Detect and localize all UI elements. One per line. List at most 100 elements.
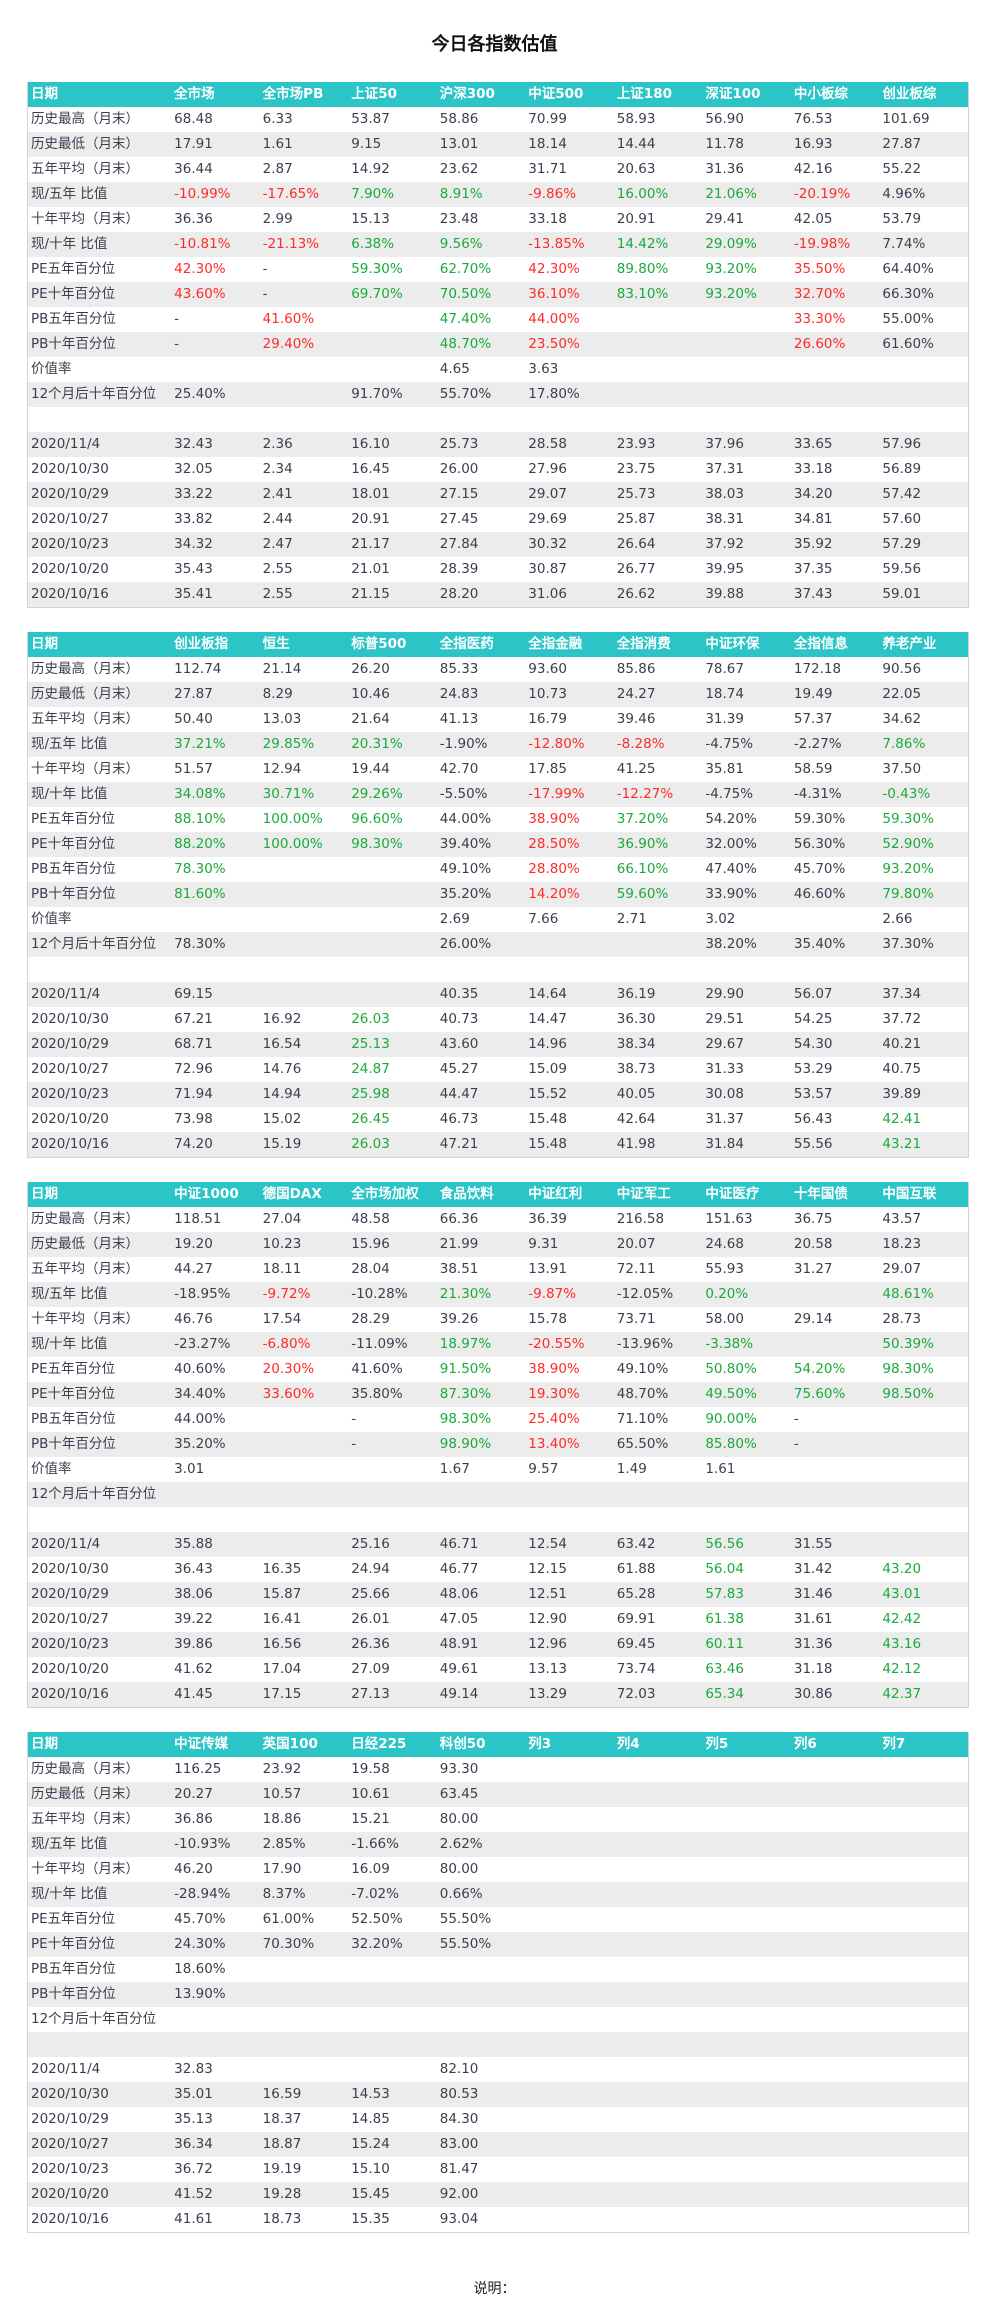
table-cell: 33.90%: [702, 882, 791, 907]
table-row: 十年平均（月末） 46.76 17.54 28.29 39.26 15.78 73.71 58…: [28, 1307, 968, 1332]
table-cell: 20.91: [613, 207, 703, 232]
table-cell: 55.50%: [436, 1907, 526, 1932]
table-cell: 112.74: [171, 657, 260, 682]
table-cell: 35.81: [702, 757, 791, 782]
table-cell: 98.90%: [436, 1432, 526, 1457]
table-cell: 41.98: [613, 1132, 703, 1157]
table-cell: 42.12: [879, 1657, 968, 1682]
table-cell: 48.70%: [436, 332, 526, 357]
table-cell: 71.94: [171, 1082, 260, 1107]
table-cell: 31.42: [790, 1557, 880, 1582]
table-cell: 29.67: [702, 1032, 791, 1057]
table-cell: [702, 1932, 791, 1957]
row-label: 2020/10/27: [28, 507, 172, 532]
column-header: 列5: [702, 1732, 791, 1757]
row-label: 2020/10/16: [28, 1132, 172, 1157]
table-cell: 88.20%: [171, 832, 260, 857]
table-cell: [171, 1482, 260, 1507]
table-cell: [613, 2157, 703, 2182]
row-label: PB五年百分位: [28, 1957, 172, 1982]
row-label: 2020/10/23: [28, 1632, 172, 1657]
table-row: 2020/10/29 33.22 2.41 18.01 27.15 29.07 25.73 3…: [28, 482, 968, 507]
table-cell: [790, 1332, 880, 1357]
table-cell: 16.00%: [613, 182, 703, 207]
table-cell: [702, 332, 791, 357]
table-row: PB五年百分位 -41.60% 47.40% 44.00% 33.30% 55.00%: [28, 307, 968, 332]
table-cell: 85.33: [436, 657, 526, 682]
table-cell: 10.73: [525, 682, 614, 707]
table-cell: [525, 1757, 614, 1782]
table-cell: [348, 307, 437, 332]
table-cell: 25.73: [436, 432, 526, 457]
table-cell: [613, 1507, 703, 1532]
table-cell: [348, 1507, 437, 1532]
table-row: 2020/10/20 35.43 2.55 21.01 28.39 30.87 26.77 3…: [28, 557, 968, 582]
table-cell: 59.01: [879, 582, 968, 607]
table-cell: 54.20%: [702, 807, 791, 832]
table-cell: 18.86: [259, 1807, 349, 1832]
table-cell: 23.93: [613, 432, 703, 457]
row-label: PE十年百分位: [28, 1932, 172, 1957]
table-cell: 1.61: [259, 132, 349, 157]
row-label: 12个月后十年百分位: [28, 382, 172, 407]
table-cell: 47.40%: [702, 857, 791, 882]
table-cell: 18.11: [259, 1257, 349, 1282]
table-cell: 58.00: [702, 1307, 791, 1332]
table-cell: 49.10%: [436, 857, 526, 882]
table-cell: 19.20: [171, 1232, 260, 1257]
table-cell: 49.14: [436, 1682, 526, 1707]
table-cell: [613, 2182, 703, 2207]
table-cell: 83.00: [436, 2132, 526, 2157]
table-cell: 46.77: [436, 1557, 526, 1582]
table-cell: 41.60%: [259, 307, 349, 332]
table-row: 2020/10/20 41.52 19.28 15.45 92.00: [28, 2182, 968, 2207]
index-table: 日期 全市场 全市场PB 上证50 沪深300 中证500 上证180 深证100 中小板综 创业…: [28, 82, 968, 607]
table-cell: 18.60%: [171, 1957, 260, 1982]
table-cell: 39.88: [702, 582, 791, 607]
table-row: 现/十年 比值 -23.27% -6.80% -11.09% 18.97% -20.55%…: [28, 1332, 968, 1357]
table-cell: [259, 932, 349, 957]
table-cell: 49.10%: [613, 1357, 703, 1382]
table-cell: 2.71: [613, 907, 703, 932]
column-header: 中证红利: [525, 1182, 614, 1207]
header-date-label: 日期: [28, 632, 172, 657]
table-cell: 14.94: [259, 1082, 349, 1107]
table-cell: [790, 1982, 880, 2007]
table-cell: [702, 1857, 791, 1882]
table-cell: -10.93%: [171, 1832, 260, 1857]
table-cell: 19.30%: [525, 1382, 614, 1407]
table-cell: 15.09: [525, 1057, 614, 1082]
table-cell: 70.99: [525, 107, 614, 132]
column-header: 全市场PB: [259, 82, 349, 107]
row-label: 2020/10/27: [28, 1607, 172, 1632]
table-cell: 58.93: [613, 107, 703, 132]
table-cell: 38.03: [702, 482, 791, 507]
table-cell: [879, 1957, 968, 1982]
table-row: 2020/10/16 74.20 15.19 26.03 47.21 15.48 41.98…: [28, 1132, 968, 1157]
table-cell: [702, 2082, 791, 2107]
table-cell: 41.45: [171, 1682, 260, 1707]
table-cell: 20.91: [348, 507, 437, 532]
table-cell: [879, 1407, 968, 1432]
table-cell: 19.58: [348, 1757, 437, 1782]
row-label: PB五年百分位: [28, 1407, 172, 1432]
table-cell: 38.34: [613, 1032, 703, 1057]
table-cell: 35.88: [171, 1532, 260, 1557]
row-label: 2020/10/20: [28, 557, 172, 582]
table-cell: 41.52: [171, 2182, 260, 2207]
table-cell: 33.18: [790, 457, 880, 482]
table-cell: 60.11: [702, 1632, 791, 1657]
table-cell: 57.83: [702, 1582, 791, 1607]
table-cell: [790, 407, 880, 432]
table-cell: -9.86%: [525, 182, 614, 207]
header-date-label: 日期: [28, 1182, 172, 1207]
column-header: 全市场加权: [348, 1182, 437, 1207]
table-cell: 58.86: [436, 107, 526, 132]
table-cell: 31.71: [525, 157, 614, 182]
table-cell: [790, 1807, 880, 1832]
column-header: 养老产业: [879, 632, 968, 657]
table-cell: [702, 1507, 791, 1532]
table-cell: 36.36: [171, 207, 260, 232]
table-cell: [790, 1757, 880, 1782]
